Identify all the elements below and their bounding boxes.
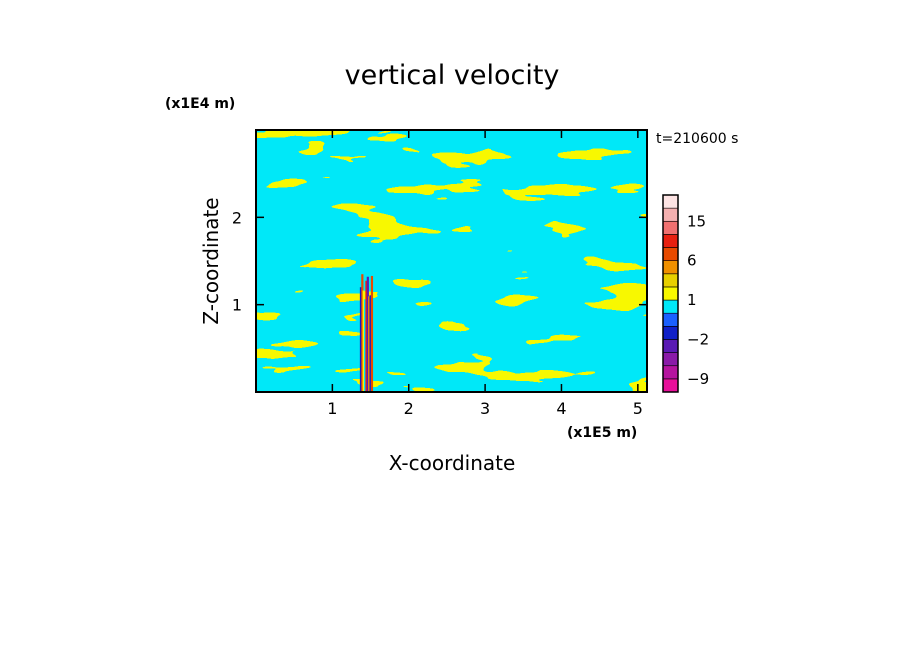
colorbar-swatch: [662, 234, 679, 248]
x-axis-ticks: 1 2 3 4 5: [327, 130, 643, 418]
colorbar-tick-label: −9: [687, 370, 709, 388]
colorbar-swatch: [662, 339, 679, 353]
x-tick-label: 3: [480, 399, 490, 418]
colorbar-swatch: [662, 260, 679, 275]
colorbar-swatch: [662, 352, 679, 367]
core-stripe: [363, 299, 367, 392]
colorbar-swatch: [662, 194, 679, 209]
x-tick-label: 5: [633, 399, 643, 418]
x-tick-label: 1: [327, 399, 337, 418]
core-stripe: [370, 275, 374, 392]
core-stripe: [366, 276, 369, 392]
colorbar-tick-label: −2: [687, 330, 709, 348]
colorbar-swatch: [662, 365, 679, 380]
plot-frame: [255, 129, 648, 393]
colorbar-swatch: [662, 273, 679, 288]
x-scale-label: (x1E5 m): [567, 425, 637, 441]
colorbar-swatch: [662, 378, 679, 393]
core-stripe: [369, 295, 372, 392]
heatmap-field: [256, 130, 647, 392]
colorbar: −9 −2 1 6 15: [662, 194, 709, 393]
colorbar-frame: [662, 194, 679, 393]
core-stripe: [365, 280, 368, 392]
colorbar-swatch: [662, 326, 679, 340]
x-axis-label: X-coordinate: [389, 451, 516, 475]
colorbar-swatch: [662, 286, 679, 301]
core-stripe: [359, 287, 363, 392]
y-axis-ticks: 12: [232, 208, 647, 315]
core-stripe: [368, 296, 371, 392]
core-stripe: [361, 274, 364, 392]
colorbar-swatch: [662, 312, 679, 327]
x-tick-label: 4: [556, 399, 566, 418]
colorbar-swatch: [662, 220, 679, 235]
heatmap-updraft-texture: [256, 130, 647, 392]
chart-title: vertical velocity: [345, 60, 560, 91]
y-tick-label: 1: [232, 296, 242, 315]
core-stripe: [362, 290, 365, 392]
colorbar-swatch: [662, 299, 679, 314]
colorbar-tick-label: 6: [687, 252, 697, 270]
y-tick-label: 2: [232, 208, 242, 227]
colorbar-swatch: [662, 247, 679, 261]
x-tick-label: 2: [404, 399, 414, 418]
colorbar-tick-label: 1: [687, 291, 697, 309]
colorbar-swatch: [662, 207, 679, 222]
convective-core: [359, 274, 374, 392]
time-label: t=210600 s: [656, 131, 738, 147]
y-axis-label: Z-coordinate: [199, 197, 223, 324]
y-scale-label: (x1E4 m): [165, 96, 235, 112]
colorbar-tick-label: 15: [687, 212, 706, 230]
